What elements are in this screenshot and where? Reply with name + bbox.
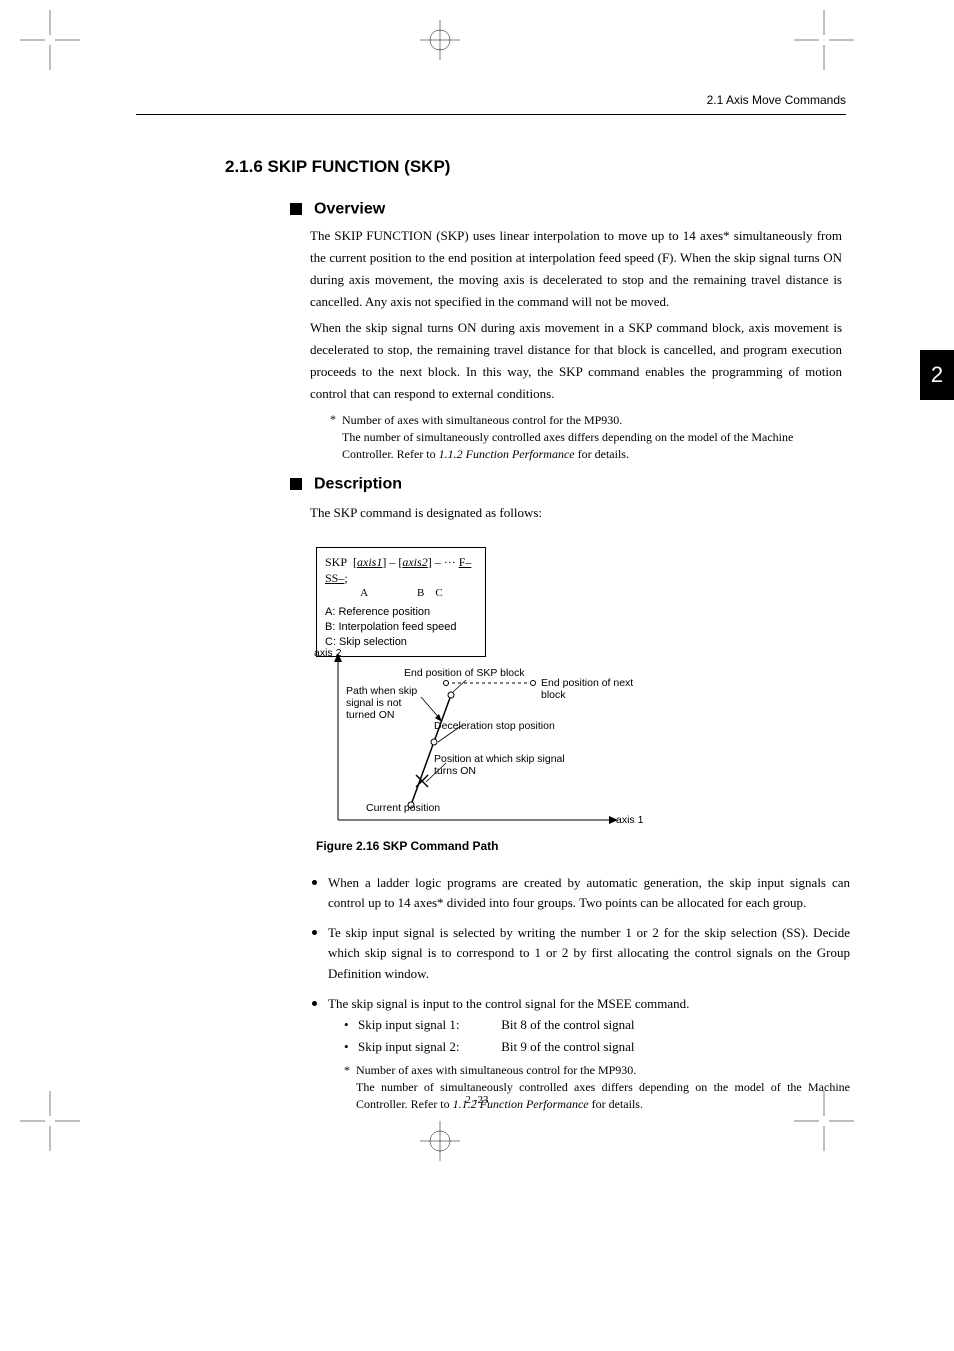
header-rule: [136, 114, 846, 115]
diag-current: Current position: [366, 802, 440, 814]
description-intro: The SKP command is designated as follows…: [310, 502, 842, 524]
square-marker-icon: [290, 203, 302, 215]
overview-note: Number of axes with simultaneous control…: [342, 412, 842, 462]
description-title: Description: [314, 475, 402, 492]
syntax-axis2: axis2: [402, 555, 427, 569]
overview-para2: When the skip signal turns ON during axi…: [310, 317, 842, 405]
sig-label: Skip input signal 2:: [358, 1036, 498, 1058]
skp-diagram: axis 2 axis 1 End position of SKP block …: [316, 650, 656, 840]
overview-title: Overview: [314, 200, 385, 217]
overview-para1: The SKIP FUNCTION (SKP) uses linear inte…: [310, 225, 842, 313]
sig-label: Skip input signal 1:: [358, 1014, 498, 1036]
syntax-labels-abc: A B C: [325, 586, 477, 601]
diag-skipon: Position at which skip signal turns ON: [434, 753, 584, 777]
sig-val: Bit 9 of the control signal: [501, 1039, 634, 1054]
syntax-box: SKP [axis1] – [axis2] – ··· F– SS–; A B …: [316, 547, 486, 657]
note-line: Number of axes with simultaneous control…: [356, 1063, 636, 1077]
sub-bullet: Skip input signal 1: Bit 8 of the contro…: [328, 1014, 850, 1036]
bullet-item: Te skip input signal is selected by writ…: [310, 923, 850, 983]
description-heading: Description: [290, 475, 402, 493]
diag-decel: Deceleration stop position: [434, 720, 555, 732]
figure-caption: Figure 2.16 SKP Command Path: [316, 839, 499, 853]
note-line: for details.: [575, 447, 629, 461]
note-asterisk: *: [330, 412, 336, 427]
section-heading: 2.1.6 SKIP FUNCTION (SKP): [225, 157, 450, 177]
chapter-tab: 2: [920, 350, 954, 400]
syntax-c: C: Skip selection: [325, 635, 477, 650]
diag-end-skp: End position of SKP block: [404, 667, 525, 679]
bullet-item: When a ladder logic programs are created…: [310, 873, 850, 913]
diag-path: Path when skip signal is not turned ON: [346, 685, 421, 721]
bullet-text: The skip signal is input to the control …: [328, 996, 689, 1011]
overview-heading: Overview: [290, 200, 385, 218]
header-breadcrumb: 2.1 Axis Move Commands: [707, 93, 846, 107]
bullet-list: When a ladder logic programs are created…: [310, 873, 850, 1122]
sub-bullet: Skip input signal 2: Bit 9 of the contro…: [328, 1036, 850, 1058]
page-number: 2 -23: [0, 1094, 954, 1106]
syntax-b: B: Interpolation feed speed: [325, 620, 477, 635]
diag-end-next: End position of next block: [541, 677, 641, 701]
note-line: Number of axes with simultaneous control…: [342, 413, 622, 427]
diag-axis1: axis 1: [616, 814, 643, 826]
square-marker-icon: [290, 478, 302, 490]
sig-val: Bit 8 of the control signal: [501, 1017, 634, 1032]
diag-axis2: axis 2: [314, 647, 341, 659]
note-italic: 1.1.2 Function Performance: [439, 447, 575, 461]
syntax-axis1: axis1: [357, 555, 382, 569]
syntax-a: A: Reference position: [325, 605, 477, 620]
